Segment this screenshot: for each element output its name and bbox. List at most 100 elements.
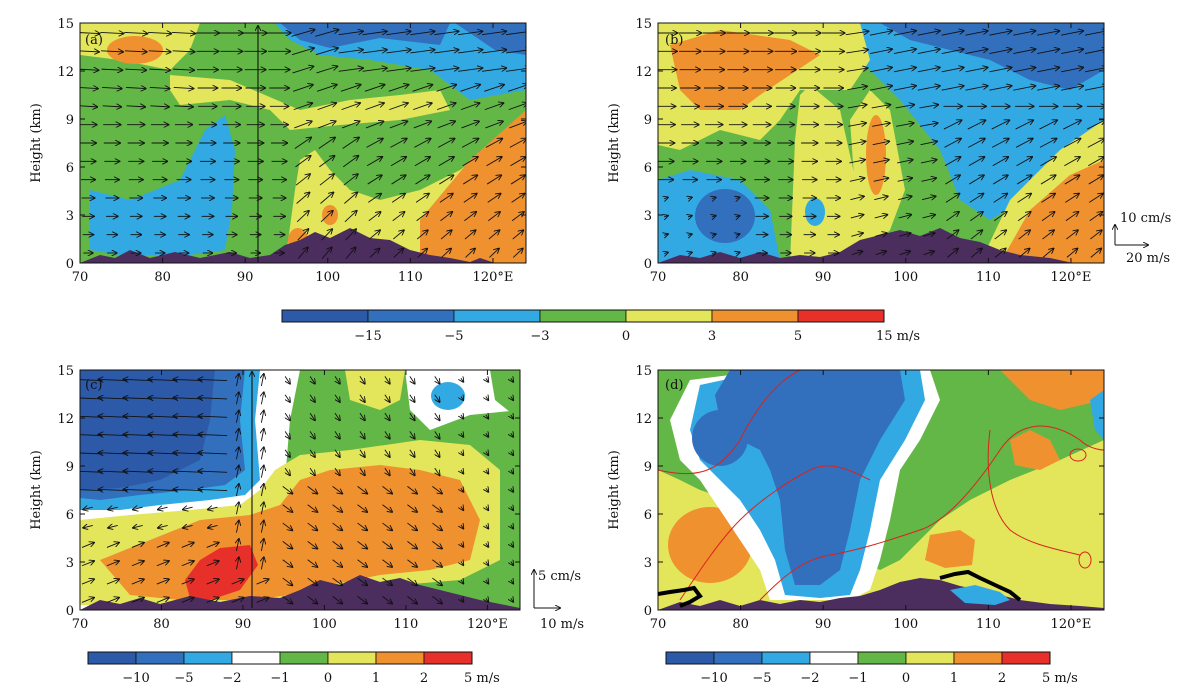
wind-vector xyxy=(382,559,392,567)
wind-vector xyxy=(1084,67,1104,73)
colorbar-label: −15 xyxy=(354,329,381,344)
wind-vector xyxy=(873,160,888,163)
wind-vector xyxy=(438,157,454,167)
y-tick-label: 6 xyxy=(644,161,652,176)
wind-vector xyxy=(947,249,957,258)
wind-vector xyxy=(970,230,982,240)
wind-vector xyxy=(125,69,146,70)
wind-vector xyxy=(332,559,343,567)
wind-vector xyxy=(236,557,238,570)
wind-vector xyxy=(410,431,415,438)
x-tick-label: 70 xyxy=(650,270,667,285)
wind-vector xyxy=(360,449,365,457)
wind-vector xyxy=(461,121,479,129)
wind-vector xyxy=(486,157,502,167)
wind-vector xyxy=(407,522,417,530)
wind-vector xyxy=(295,174,310,186)
wind-vector xyxy=(847,105,867,108)
wind-vector xyxy=(946,212,958,222)
wind-vector xyxy=(102,106,121,107)
wind-vector xyxy=(407,596,417,603)
wind-vector xyxy=(389,103,407,111)
wind-vector xyxy=(332,541,343,548)
x-tick-label: 70 xyxy=(72,617,89,632)
wind-vector xyxy=(1063,120,1081,130)
wind-vector xyxy=(486,507,488,511)
wind-vector xyxy=(261,484,263,497)
wind-vector xyxy=(307,541,318,548)
wind-vector xyxy=(989,49,1011,54)
wind-vector xyxy=(316,66,338,74)
colorbar-frame xyxy=(87,651,473,665)
wind-vector xyxy=(362,50,387,54)
wind-vector xyxy=(344,211,357,223)
colorbar-swatch xyxy=(231,651,281,665)
wind-vector xyxy=(236,374,238,387)
colorbar-label: −10 xyxy=(700,671,727,686)
colorbar-swatch xyxy=(761,651,811,665)
wind-vector xyxy=(920,141,938,144)
wind-vector xyxy=(1089,194,1102,203)
panel-b: (b) xyxy=(657,22,1105,264)
wind-vector xyxy=(505,31,526,36)
wind-vector xyxy=(261,557,263,570)
wind-vector xyxy=(688,216,692,217)
wind-vector xyxy=(158,507,168,509)
colorbar-swatch xyxy=(665,651,715,665)
wind-vector xyxy=(100,51,123,52)
wind-vector xyxy=(310,376,315,383)
wind-vector xyxy=(992,175,1007,185)
wind-vector xyxy=(410,467,415,475)
wind-vector xyxy=(511,470,513,474)
wind-vector xyxy=(432,577,442,585)
wind-vector xyxy=(366,139,383,148)
wind-vector xyxy=(206,579,219,585)
wind-vector xyxy=(509,139,526,148)
wind-vector xyxy=(945,175,959,185)
wind-vector xyxy=(1039,139,1057,148)
wind-vector xyxy=(407,486,417,493)
wind-vector xyxy=(261,521,263,533)
wind-vector xyxy=(392,230,404,240)
colorbar-swatch xyxy=(281,309,369,323)
wind-vector xyxy=(511,194,525,203)
wind-vector xyxy=(80,106,97,107)
y-tick-label: 15 xyxy=(57,364,74,379)
y-tick-label: 3 xyxy=(644,209,652,224)
wind-vector xyxy=(941,86,964,91)
wind-vector xyxy=(261,466,263,478)
wind-vector xyxy=(413,121,431,129)
x-tick-label: 100 xyxy=(893,617,918,632)
wind-vector xyxy=(712,252,716,253)
wind-vector xyxy=(102,87,122,88)
wind-vector xyxy=(432,522,442,530)
wind-vector xyxy=(462,157,478,167)
wind-vector xyxy=(412,85,433,92)
wind-vector xyxy=(198,453,228,454)
wind-vector xyxy=(1084,49,1104,54)
wind-vector xyxy=(108,525,118,527)
wind-vector xyxy=(460,103,479,111)
y-tick-label: 15 xyxy=(635,364,652,379)
wind-vector xyxy=(1064,157,1079,167)
wind-vector xyxy=(941,49,964,54)
wind-vector xyxy=(149,87,170,88)
wind-vector xyxy=(440,212,452,222)
panel-d-field xyxy=(658,370,1104,610)
wind-vector xyxy=(849,160,864,163)
wind-vector xyxy=(173,69,194,70)
wind-vector xyxy=(360,467,365,475)
wind-vector xyxy=(1039,120,1057,130)
x-tick-label: 80 xyxy=(153,617,170,632)
wind-vector xyxy=(236,502,238,515)
wind-vector xyxy=(368,194,381,203)
wind-vector xyxy=(893,67,916,73)
wind-vector xyxy=(1066,249,1077,258)
wind-vector xyxy=(1037,67,1059,73)
wind-vector xyxy=(436,85,457,92)
wind-vector xyxy=(410,50,434,54)
wind-vector xyxy=(489,249,498,258)
wind-vector xyxy=(310,431,315,438)
wind-vector xyxy=(367,175,382,185)
wind-vector xyxy=(922,215,935,218)
